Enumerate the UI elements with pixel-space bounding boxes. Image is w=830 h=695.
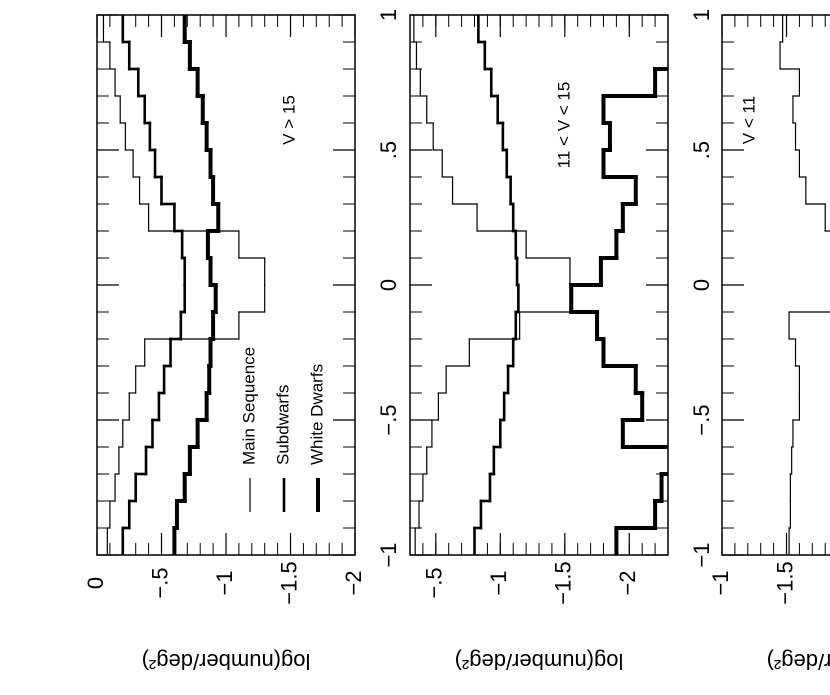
- y-tick-label: −1: [708, 570, 733, 595]
- plot-frame: [409, 14, 669, 556]
- y-axis-label: log(number/deg²): [455, 649, 624, 674]
- series: [172, 15, 221, 555]
- legend-label: White Dwarfs: [307, 364, 326, 465]
- y-tick-label: 0: [83, 577, 108, 589]
- panel: −1 −.5 0 .5 1 −.5 −1 −1.5 −2 log(number/deg²) 11 <…: [409, 9, 714, 674]
- series: [473, 15, 520, 555]
- y-axis-label: log(number/deg²): [142, 649, 311, 674]
- x-tick-label: 0: [689, 279, 714, 291]
- y-tick-label: −1.5: [276, 561, 301, 604]
- x-tick-label: −.5: [689, 404, 714, 435]
- panel: −1−.50.51−1−1.5log(number/deg²)V < 11: [708, 14, 830, 674]
- x-tick-label: 0: [376, 279, 401, 291]
- annotation: V > 15: [279, 95, 298, 145]
- y-tick-label: −1: [212, 570, 237, 595]
- legend-label: Subdwarfs: [273, 385, 292, 465]
- y-tick-label: −2: [341, 570, 366, 595]
- legend-label: Main Sequence: [239, 347, 258, 465]
- y-tick-label: −1.5: [772, 561, 797, 604]
- y-tick-label: −.5: [422, 567, 447, 598]
- y-tick-label: −.5: [147, 567, 172, 598]
- annotation: V < 11: [739, 96, 758, 144]
- series: [102, 15, 266, 555]
- annotation: 11 < V < 15: [554, 82, 573, 169]
- series: [121, 15, 187, 555]
- series: [569, 67, 668, 555]
- x-tick-label: 1: [376, 9, 401, 21]
- plot-frame: [721, 14, 830, 556]
- x-tick-label: −1: [689, 542, 714, 567]
- y-axis-label: log(number/deg²): [767, 649, 830, 674]
- y-tick-label: −2: [615, 570, 640, 595]
- panel: −1 −.5 0 .5 1 0 −.5 −1 −1.5 −2 log(number/deg²) V >…: [83, 9, 401, 674]
- series: [779, 15, 830, 555]
- x-tick-label: .5: [376, 141, 401, 159]
- y-tick-label: −1.5: [551, 561, 576, 604]
- y-tick-label: −1: [486, 570, 511, 595]
- x-tick-label: .5: [689, 141, 714, 159]
- plot-frame: [96, 14, 356, 556]
- x-tick-label: −.5: [376, 404, 401, 435]
- x-tick-label: −1: [376, 542, 401, 567]
- x-tick-label: 1: [689, 9, 714, 21]
